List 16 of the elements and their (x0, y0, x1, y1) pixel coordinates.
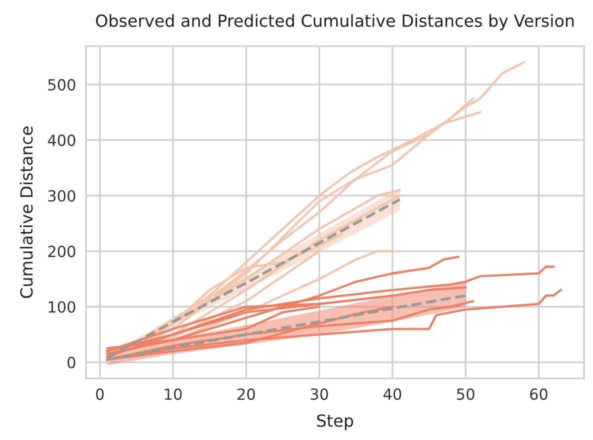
chart-title: Observed and Predicted Cumulative Distances by Version (96, 14, 574, 30)
y-tick-label: 200 (48, 246, 76, 258)
y-tick-label: 0 (68, 356, 76, 368)
x-tick-label: 40 (383, 388, 402, 400)
y-tick-label: 300 (48, 190, 76, 202)
y-tick-label: 500 (48, 78, 76, 91)
x-tick-label: 30 (310, 388, 328, 400)
x-tick-label: 20 (238, 388, 255, 400)
x-tick-label: 10 (164, 388, 182, 400)
y-tick-label: 400 (48, 134, 76, 146)
x-tick-label: 0 (96, 388, 104, 400)
x-axis-title: Step (317, 414, 354, 430)
x-tick-label: 60 (530, 388, 548, 400)
y-tick-label: 100 (48, 301, 76, 313)
x-tick-label: 50 (457, 388, 474, 400)
y-axis-title: Cumulative Distance (20, 126, 33, 298)
